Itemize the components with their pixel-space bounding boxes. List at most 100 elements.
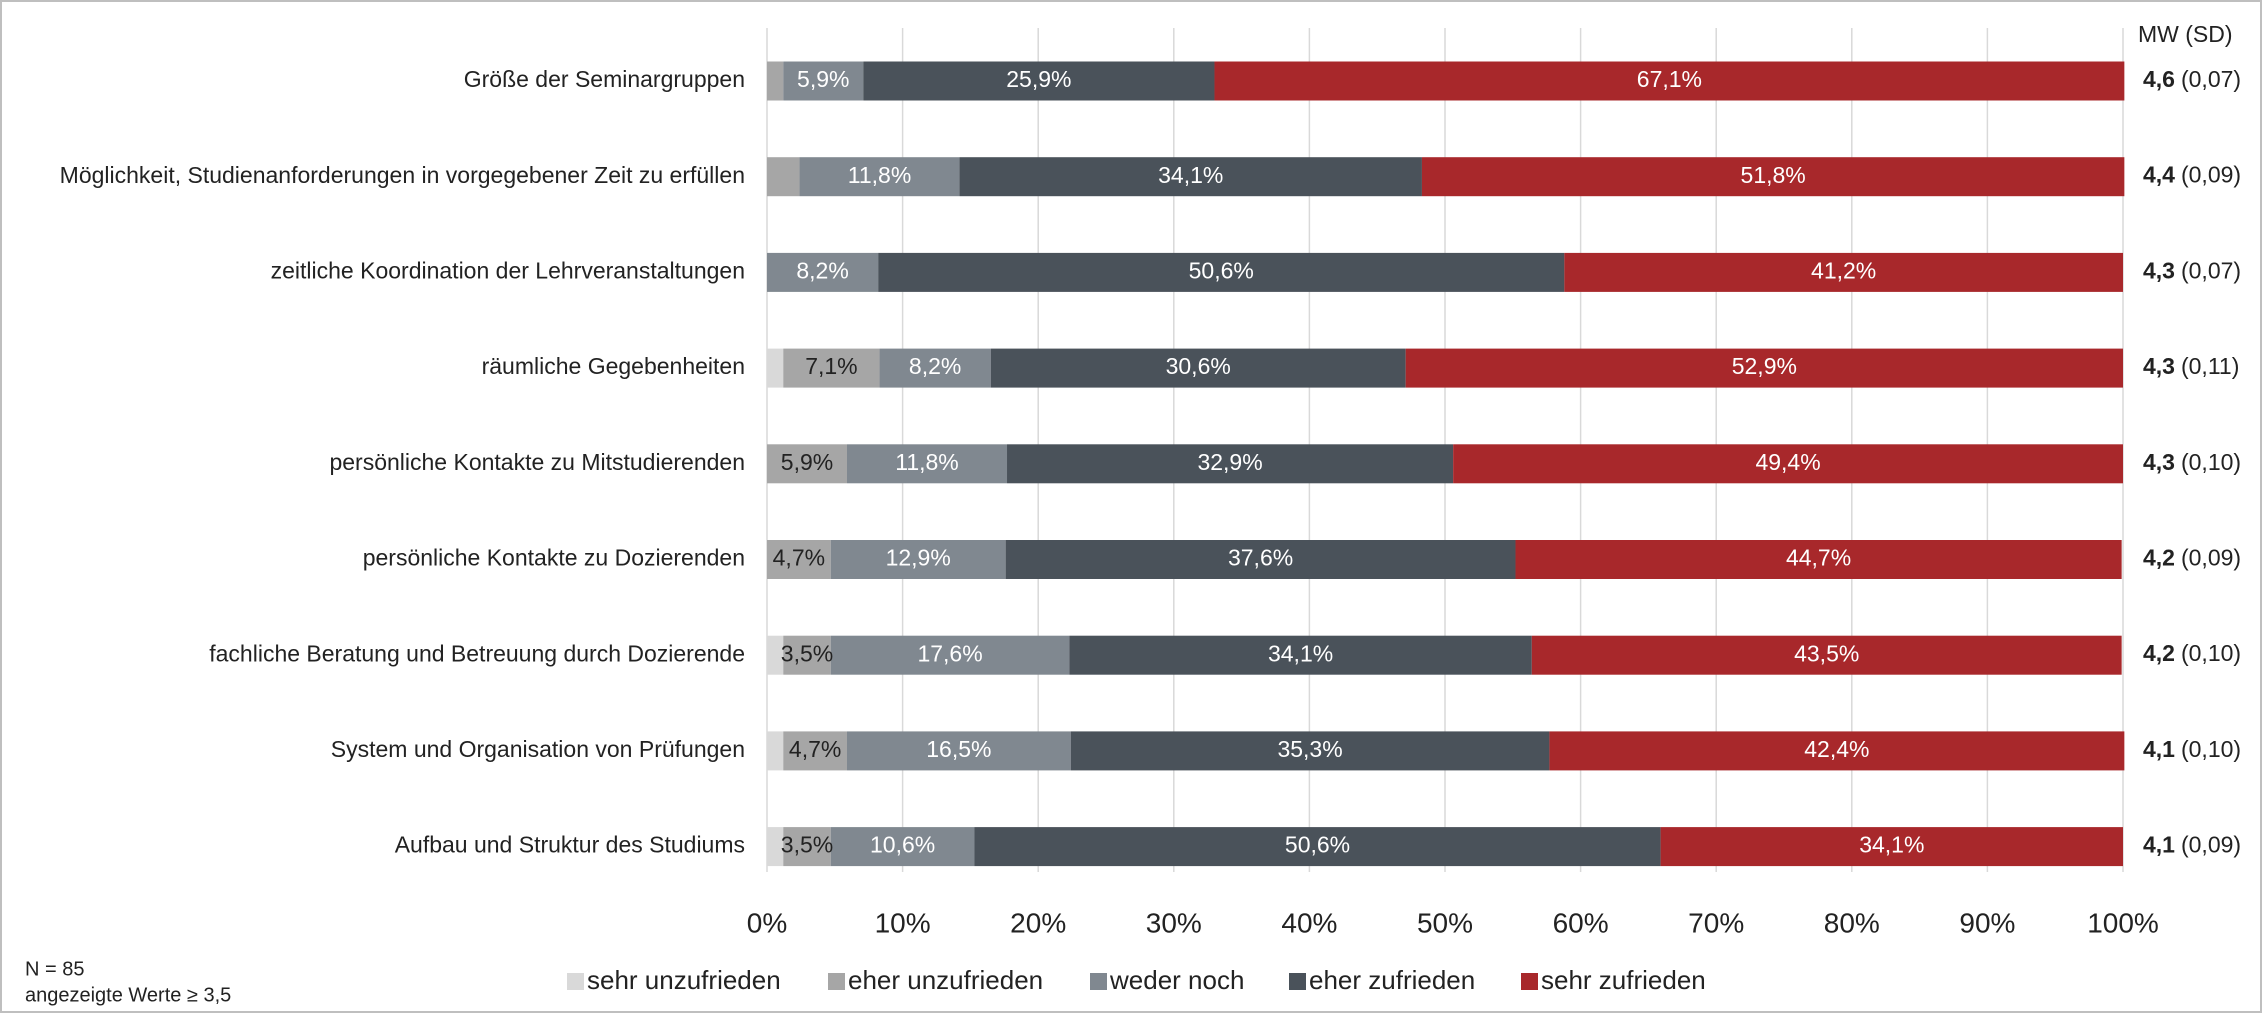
bar-segment [830, 635, 1070, 675]
sd: (0,10) [2181, 736, 2241, 762]
bar-segment [767, 252, 879, 292]
stats-header: MW (SD) [2138, 21, 2233, 47]
bar-segment [830, 540, 1006, 579]
x-tick-label: 0% [747, 907, 787, 938]
sd: (0,09) [2181, 162, 2241, 188]
legend-swatch [1521, 973, 1538, 990]
bar-segment [767, 827, 784, 867]
bar-segment [767, 731, 784, 771]
data-label: 34,1% [1158, 162, 1223, 188]
x-tick-label: 90% [1959, 907, 2015, 938]
bar-segment [767, 635, 784, 675]
data-label: 3,5% [781, 640, 833, 666]
bar-segment [1005, 540, 1516, 579]
stat-label: 4,3 (0,10) [2143, 449, 2241, 475]
bar-segment [1564, 252, 2123, 292]
data-label: 8,2% [796, 257, 848, 283]
data-label: 16,5% [926, 736, 991, 762]
data-label: 3,5% [781, 832, 833, 858]
data-label: 12,9% [886, 545, 951, 571]
data-label: 43,5% [1794, 640, 1859, 666]
x-tick-label: 80% [1824, 907, 1880, 938]
data-label: 67,1% [1637, 66, 1702, 92]
bar-segment [1549, 731, 2125, 771]
y-tick-label: Aufbau und Struktur des Studiums [395, 832, 745, 858]
bar-segment [767, 157, 800, 197]
stat-label: 4,1 (0,09) [2143, 832, 2241, 858]
y-tick-label: persönliche Kontakte zu Mitstudierenden [329, 449, 745, 475]
bar-segment [959, 157, 1422, 197]
data-label: 32,9% [1197, 449, 1262, 475]
stat-label: 4,1 (0,10) [2143, 736, 2241, 762]
bar-segment [767, 444, 848, 484]
mean: 4,1 [2143, 832, 2175, 858]
legend-swatch [1289, 973, 1306, 990]
bar-segment [847, 444, 1008, 484]
note: angezeigte Werte ≥ 3,5 [25, 984, 231, 1006]
legend-swatch [567, 973, 584, 990]
x-tick-label: 30% [1146, 907, 1202, 938]
data-label: 50,6% [1285, 832, 1350, 858]
data-label: 5,9% [781, 449, 833, 475]
data-label: 34,1% [1859, 832, 1924, 858]
data-label: 11,8% [895, 449, 959, 475]
mean: 4,2 [2143, 640, 2175, 666]
stat-label: 4,3 (0,07) [2143, 257, 2241, 283]
data-label: 4,7% [773, 545, 825, 571]
data-label: 17,6% [917, 640, 982, 666]
note: N = 85 [25, 958, 84, 980]
x-tick-label: 50% [1417, 907, 1473, 938]
bar-segment [1214, 61, 2125, 101]
legend-swatch [828, 973, 845, 990]
y-tick-label: System und Organisation von Prüfungen [331, 736, 745, 762]
x-tick-label: 60% [1553, 907, 1609, 938]
bar-segment [974, 827, 1661, 867]
sd: (0,07) [2181, 66, 2241, 92]
mean: 4,6 [2143, 66, 2175, 92]
data-label: 4,7% [789, 736, 841, 762]
data-label: 51,8% [1741, 162, 1806, 188]
mean: 4,1 [2143, 736, 2175, 762]
data-label: 25,9% [1006, 66, 1071, 92]
bar-segment [783, 61, 864, 101]
y-tick-label: fachliche Beratung und Betreuung durch D… [209, 640, 745, 666]
stat-label: 4,4 (0,09) [2143, 162, 2241, 188]
legend-label: eher unzufrieden [848, 965, 1043, 995]
data-label: 7,1% [805, 353, 857, 379]
sd: (0,07) [2181, 257, 2241, 283]
data-label: 50,6% [1189, 257, 1254, 283]
bar-segment [1069, 635, 1532, 675]
y-tick-label: räumliche Gegebenheiten [482, 353, 745, 379]
y-tick-label: persönliche Kontakte zu Dozierenden [363, 545, 745, 571]
bar-segment [830, 827, 975, 867]
bar-segment [878, 252, 1565, 292]
data-label: 34,1% [1268, 640, 1333, 666]
bar-segment [767, 348, 784, 388]
stat-label: 4,2 (0,09) [2143, 545, 2241, 571]
data-label: 52,9% [1732, 353, 1797, 379]
bar-segment [799, 157, 960, 197]
bar-segment [879, 348, 991, 388]
bar-segment [783, 348, 880, 388]
x-tick-label: 40% [1281, 907, 1337, 938]
legend-label: eher zufrieden [1309, 965, 1475, 995]
bar-segment [1405, 348, 2123, 388]
data-label: 10,6% [870, 832, 935, 858]
mean: 4,3 [2143, 257, 2175, 283]
sd: (0,10) [2181, 449, 2241, 475]
bar-segment [783, 635, 831, 675]
data-label: 5,9% [797, 66, 849, 92]
bar-segment [1453, 444, 2123, 484]
data-label: 37,6% [1228, 545, 1293, 571]
data-label: 41,2% [1811, 257, 1876, 283]
mean: 4,3 [2143, 449, 2175, 475]
data-label: 49,4% [1755, 449, 1820, 475]
bar-segment [1515, 540, 2122, 579]
x-tick-label: 10% [875, 907, 931, 938]
bar-segment [1660, 827, 2123, 867]
mean: 4,3 [2143, 353, 2175, 379]
bars [767, 61, 2125, 867]
mean: 4,4 [2143, 162, 2175, 188]
data-label: 11,8% [848, 162, 912, 188]
x-tick-label: 100% [2087, 907, 2159, 938]
